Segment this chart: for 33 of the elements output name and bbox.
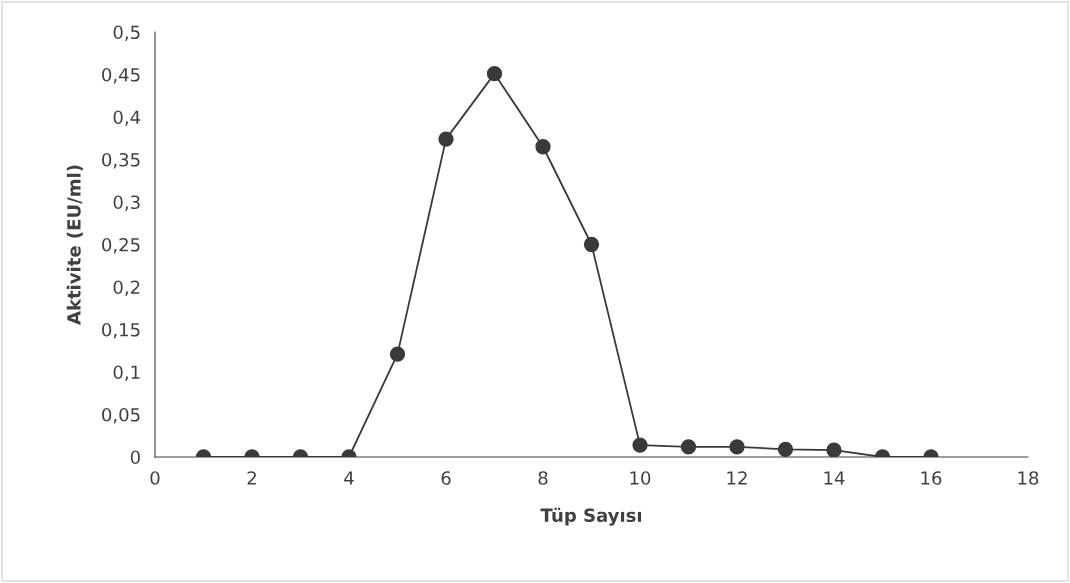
x-tick-label: 4 bbox=[344, 471, 354, 485]
y-tick-label: 0,1 bbox=[113, 365, 140, 381]
point bbox=[438, 131, 454, 147]
point bbox=[826, 442, 842, 457]
y-tick-label: 0,5 bbox=[113, 25, 140, 41]
y-axis-title: Aktivite (EU/ml) bbox=[66, 165, 83, 325]
point bbox=[486, 66, 503, 82]
x-tick-label: 8 bbox=[538, 471, 548, 485]
x-tick-label: 6 bbox=[441, 471, 451, 485]
x-tick-label: 14 bbox=[824, 471, 845, 485]
x-tick-label: 10 bbox=[630, 471, 651, 485]
point bbox=[777, 441, 794, 457]
x-tick-label: 18 bbox=[1018, 471, 1039, 485]
y-tick-label: 0 bbox=[130, 450, 140, 465]
y-tick-label: 0,45 bbox=[102, 67, 140, 84]
point bbox=[389, 346, 406, 362]
point bbox=[729, 439, 745, 455]
x-tick-label: 16 bbox=[921, 471, 942, 485]
y-tick-label: 0,4 bbox=[113, 110, 141, 126]
y-tick-label: 0,25 bbox=[102, 237, 140, 254]
y-tick-label: 0,35 bbox=[102, 152, 140, 169]
point bbox=[583, 236, 600, 253]
point bbox=[680, 439, 697, 455]
y-tick-label: 0,05 bbox=[102, 407, 140, 424]
x-tick-label: 0 bbox=[150, 471, 160, 485]
x-tick-label: 12 bbox=[727, 471, 747, 485]
y-tick-label: 0,2 bbox=[113, 280, 140, 296]
y-tick-label: 0,15 bbox=[102, 322, 140, 339]
x-axis-title: Tüp Sayısı bbox=[540, 507, 642, 526]
x-tick-label: 2 bbox=[247, 471, 256, 485]
point bbox=[535, 139, 551, 155]
y-tick-label: 0,3 bbox=[113, 195, 140, 211]
point bbox=[632, 437, 648, 453]
